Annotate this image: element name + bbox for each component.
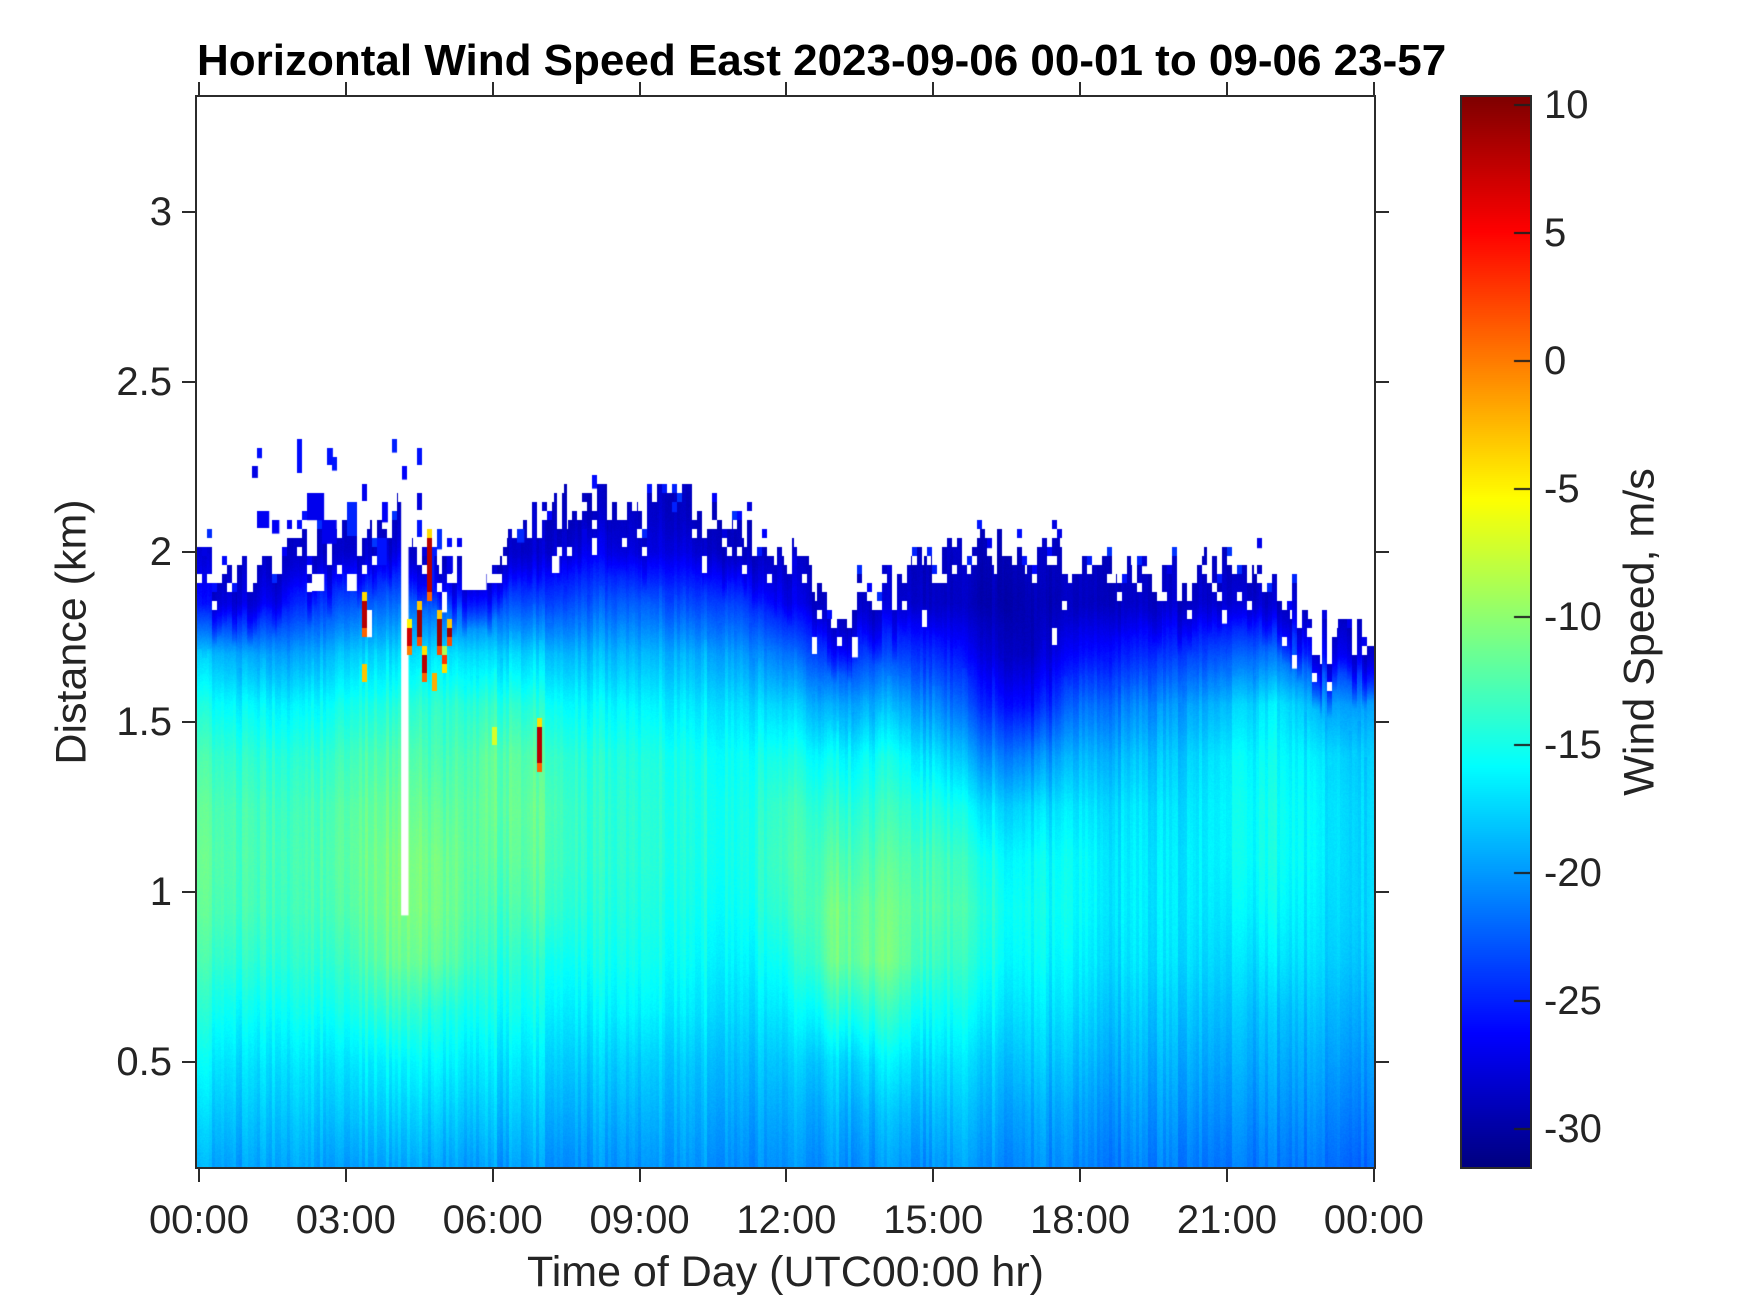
x-tick-label: 06:00 <box>442 1198 543 1242</box>
x-tick-top <box>932 82 935 95</box>
heatmap-canvas <box>197 97 1374 1167</box>
y-tick-right <box>1376 720 1389 723</box>
x-tick-top <box>1225 82 1228 95</box>
y-tick <box>182 720 195 723</box>
y-tick <box>182 550 195 553</box>
x-tick-top <box>344 82 347 95</box>
plot-area <box>195 95 1376 1169</box>
colorbar-canvas <box>1462 97 1530 1167</box>
x-tick <box>1225 1169 1228 1182</box>
colorbar-tick-label: -30 <box>1544 1106 1602 1151</box>
y-tick-label: 0.5 <box>116 1039 172 1084</box>
colorbar-tick-label: 5 <box>1544 210 1567 255</box>
x-tick-top <box>785 82 788 95</box>
x-tick-label: 15:00 <box>883 1198 984 1242</box>
colorbar <box>1460 95 1532 1169</box>
x-tick <box>344 1169 347 1182</box>
x-tick-label: 12:00 <box>736 1198 837 1242</box>
y-tick-label: 2 <box>149 529 172 574</box>
y-tick <box>182 890 195 893</box>
y-tick-label: 3 <box>149 189 172 234</box>
x-tick-label: 09:00 <box>589 1198 690 1242</box>
x-tick <box>1079 1169 1082 1182</box>
x-tick <box>932 1169 935 1182</box>
x-tick-top <box>1372 82 1375 95</box>
x-tick-label: 00:00 <box>148 1198 250 1242</box>
x-tick-top <box>638 82 641 95</box>
x-tick-top <box>1079 82 1082 95</box>
x-tick <box>785 1169 788 1182</box>
y-tick-label: 1 <box>149 869 172 914</box>
x-tick <box>198 1169 200 1182</box>
y-tick <box>182 1060 195 1063</box>
y-tick-label: 1.5 <box>116 699 172 744</box>
x-axis-label: Time of Day (UTC00:00 hr) <box>527 1248 1044 1296</box>
y-tick-right <box>1376 550 1389 553</box>
colorbar-tick-label: 0 <box>1544 338 1567 383</box>
x-tick-top <box>198 82 200 95</box>
x-tick-top <box>491 82 494 95</box>
x-tick-label: 21:00 <box>1176 1198 1277 1242</box>
colorbar-tick-label: -10 <box>1544 594 1602 639</box>
chart-title: Horizontal Wind Speed East 2023-09-06 00… <box>197 36 1447 85</box>
x-tick-label: 00:00 <box>1323 1198 1424 1242</box>
y-tick-label: 2.5 <box>116 359 172 404</box>
x-tick-label: 03:00 <box>295 1198 396 1242</box>
x-tick <box>1372 1169 1375 1182</box>
colorbar-tick-label: -15 <box>1544 722 1602 767</box>
y-tick <box>182 210 195 213</box>
x-tick <box>491 1169 494 1182</box>
x-tick-label: 18:00 <box>1030 1198 1131 1242</box>
y-tick <box>182 380 195 383</box>
colorbar-tick-label: -25 <box>1544 978 1602 1023</box>
y-tick-right <box>1376 380 1389 383</box>
colorbar-tick-label: -5 <box>1544 466 1580 511</box>
y-tick-right <box>1376 210 1389 213</box>
x-tick <box>638 1169 641 1182</box>
y-tick-right <box>1376 890 1389 893</box>
colorbar-tick-label: 10 <box>1544 82 1589 127</box>
colorbar-tick-label: -20 <box>1544 850 1602 895</box>
y-tick-right <box>1376 1060 1389 1063</box>
